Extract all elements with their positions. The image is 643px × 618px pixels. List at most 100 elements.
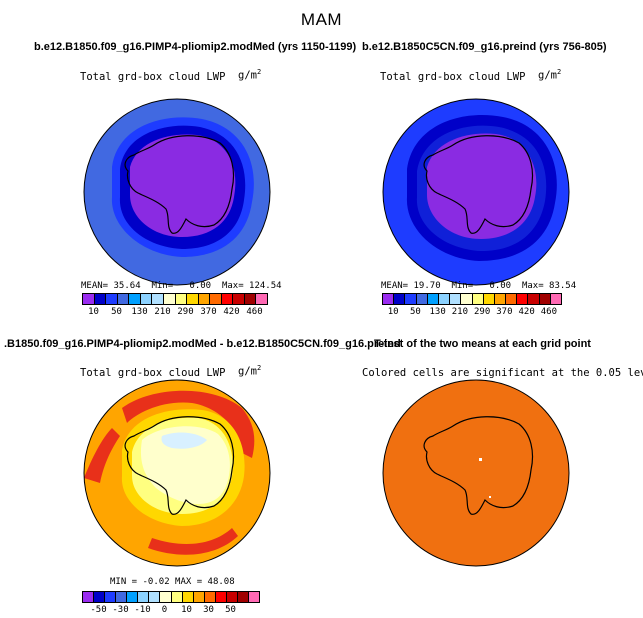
colorbar-swatch: [221, 294, 234, 304]
colorbar-swatch: [163, 294, 176, 304]
colorbar-swatch: [116, 592, 128, 602]
colorbar-swatch: [171, 592, 183, 602]
colorbar-swatch: [152, 294, 164, 304]
colorbar-swatch: [506, 294, 518, 304]
colorbar-swatch: [383, 294, 395, 304]
colorbar-swatch: [204, 592, 216, 602]
colorbar-tick-label: 50: [409, 307, 421, 317]
colorbar-swatch: [117, 294, 130, 304]
panel-4-title: T-test of the two means at each grid poi…: [374, 338, 591, 350]
colorbar-tick-label: 460: [540, 307, 558, 317]
panel-3-coastline: [124, 416, 235, 515]
panel-1-units: g/m2: [238, 68, 262, 82]
colorbar-swatch: [106, 294, 118, 304]
panel-2-map: [382, 98, 570, 286]
colorbar-swatch: [140, 294, 153, 304]
panel-1-coastline: [124, 135, 235, 234]
colorbar-swatch: [244, 294, 257, 304]
colorbar-tick-label: 10: [181, 605, 192, 615]
colorbar-swatch: [94, 592, 106, 602]
panel-2-units: g/m2: [538, 68, 562, 82]
colorbar-tick-label: 10: [88, 307, 99, 317]
panel-3-light-patch: [161, 432, 207, 449]
panel-3-colorbar-labels: -50 -30 -10 0 10 30 50: [82, 605, 258, 617]
colorbar-tick-label: 370: [496, 307, 513, 317]
panel-4-significant-field: [383, 380, 569, 566]
colorbar-swatch: [248, 592, 259, 602]
panel-1-variable-label: Total grd-box cloud LWP: [80, 71, 226, 83]
colorbar-swatch: [550, 294, 561, 304]
colorbar-swatch: [517, 294, 529, 304]
panel-2-colorbar: [382, 293, 562, 305]
panel-2-interior: [427, 133, 537, 239]
colorbar-swatch: [256, 294, 267, 304]
colorbar-swatch: [198, 294, 211, 304]
panel-4-map: [382, 379, 570, 567]
colorbar-swatch: [494, 294, 507, 304]
colorbar-swatch: [528, 294, 540, 304]
panel-3-stats: MIN = -0.02 MAX = 48.08: [110, 577, 235, 587]
colorbar-swatch: [483, 294, 495, 304]
colorbar-tick-label: 30: [203, 605, 214, 615]
panel-4-insignificant-cell-2: [489, 496, 491, 498]
panel-4-variable-label: Colored cells are significant at the 0.0…: [362, 367, 643, 379]
page-title: MAM: [300, 10, 343, 29]
colorbar-tick-label: 210: [154, 307, 171, 317]
panel-3-storm-band-1: [122, 390, 255, 458]
colorbar-tick-label: 10: [387, 307, 399, 317]
colorbar-swatch: [187, 294, 199, 304]
panel-3-variable-label: Total grd-box cloud LWP: [80, 367, 226, 379]
colorbar-swatch: [226, 592, 238, 602]
colorbar-swatch: [215, 592, 227, 602]
colorbar-swatch: [416, 294, 428, 304]
colorbar-swatch: [149, 592, 161, 602]
colorbar-swatch: [539, 294, 551, 304]
colorbar-swatch: [427, 294, 439, 304]
colorbar-tick-label: 290: [177, 307, 194, 317]
colorbar-tick-label: 420: [518, 307, 535, 317]
colorbar-swatch: [138, 592, 150, 602]
colorbar-tick-label: 130: [131, 307, 148, 317]
panel-3-units: g/m2: [238, 364, 262, 378]
colorbar-tick-label: 0: [161, 605, 168, 615]
colorbar-swatch: [175, 294, 188, 304]
colorbar-swatch: [94, 294, 107, 304]
colorbar-swatch: [405, 294, 417, 304]
colorbar-swatch: [237, 592, 249, 602]
panel-1-interior: [130, 134, 236, 237]
colorbar-swatch: [83, 592, 95, 602]
panel-3-storm-band-2: [84, 428, 120, 483]
colorbar-tick-label: 290: [473, 307, 491, 317]
colorbar-swatch: [438, 294, 451, 304]
panel-2-variable-label: Total grd-box cloud LWP: [380, 71, 526, 83]
colorbar-tick-label: 130: [429, 307, 446, 317]
panel-1-colorbar-labels: 10 50 130 210 290 370 420 460: [82, 307, 266, 319]
panel-1-title: b.e12.B1850.f09_g16.PIMP4-pliomip2.modMe…: [34, 41, 357, 53]
panel-2-coastline: [423, 135, 534, 234]
colorbar-tick-label: -10: [134, 605, 151, 615]
panel-3-interior: [140, 426, 230, 504]
panel-3-map: [83, 379, 271, 567]
colorbar-swatch: [394, 294, 406, 304]
colorbar-swatch: [193, 592, 205, 602]
colorbar-swatch: [160, 592, 172, 602]
colorbar-swatch: [461, 294, 473, 304]
colorbar-swatch: [105, 592, 117, 602]
colorbar-tick-label: 420: [223, 307, 240, 317]
colorbar-tick-label: 50: [111, 307, 122, 317]
panel-3-colorbar: [82, 591, 260, 603]
panel-3-storm-band-3: [148, 528, 238, 555]
panel-1-colorbar: [82, 293, 268, 305]
colorbar-swatch: [129, 294, 141, 304]
panel-4-coastline: [423, 416, 534, 515]
colorbar-swatch: [210, 294, 222, 304]
colorbar-swatch: [233, 294, 245, 304]
colorbar-tick-label: 50: [225, 605, 236, 615]
colorbar-tick-label: 370: [200, 307, 217, 317]
panel-2-title: b.e12.B1850C5CN.f09_g16.preind (yrs 756-…: [362, 41, 607, 53]
panel-1-map: [83, 98, 271, 286]
colorbar-swatch: [127, 592, 139, 602]
panel-3-title: .B1850.f09_g16.PIMP4-pliomip2.modMed - b…: [4, 338, 401, 350]
colorbar-swatch: [450, 294, 462, 304]
colorbar-tick-label: 210: [451, 307, 469, 317]
